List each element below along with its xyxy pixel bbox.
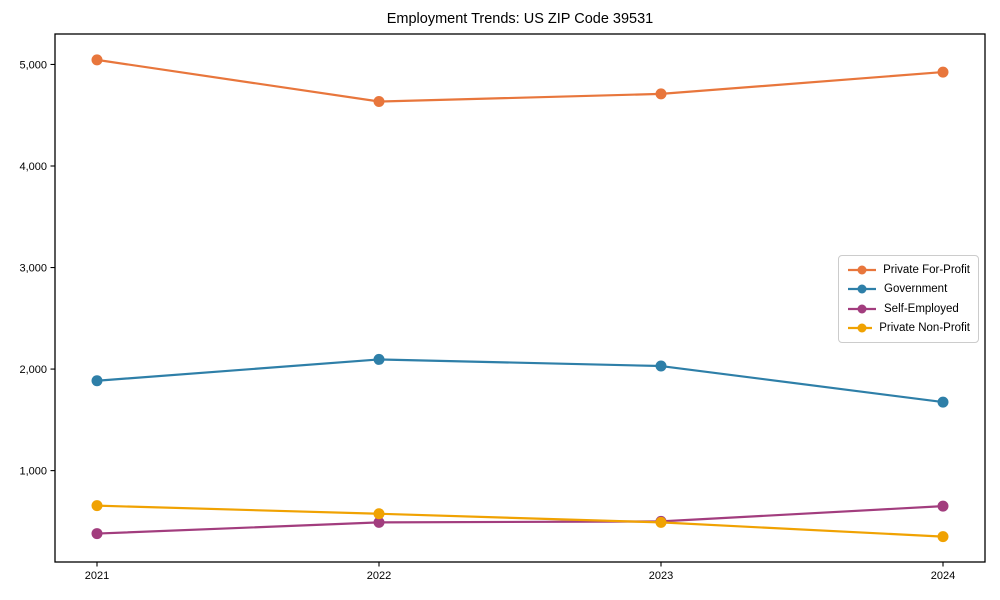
legend-item-government: Government	[847, 280, 970, 298]
legend-item-private-for-profit: Private For-Profit	[847, 261, 970, 279]
data-point-private-non-profit-2021	[91, 500, 103, 512]
data-point-self-employed-2022	[373, 516, 385, 528]
y-axis-tick-label: 5,000	[19, 59, 47, 71]
chart-title: Employment Trends: US ZIP Code 39531	[386, 11, 654, 27]
data-point-private-for-profit-2024	[937, 66, 949, 78]
data-point-private-non-profit-2024	[937, 531, 949, 543]
y-axis-tick-label: 2,000	[19, 364, 47, 376]
data-point-private-for-profit-2022	[373, 96, 385, 108]
legend-line-marker-icon	[848, 284, 876, 294]
data-point-government-2024	[937, 396, 949, 408]
legend-label: Private For-Profit	[883, 263, 970, 276]
data-point-private-non-profit-2022	[373, 508, 385, 520]
data-point-government-2021	[91, 375, 103, 387]
x-axis-tick-label: 2022	[367, 570, 391, 582]
x-axis-tick-label: 2024	[931, 570, 955, 582]
x-axis-tick-label: 2023	[649, 570, 673, 582]
data-point-private-for-profit-2021	[91, 54, 103, 66]
data-point-government-2023	[655, 360, 667, 372]
legend-label: Government	[884, 283, 948, 296]
series-line-private-for-profit	[95, 58, 945, 103]
data-point-self-employed-2021	[91, 528, 103, 540]
plot-border	[54, 33, 986, 563]
series-line-private-non-profit	[95, 504, 945, 538]
legend-line-marker-icon	[848, 323, 873, 333]
series-line-government	[95, 358, 945, 404]
legend-line-marker-icon	[848, 265, 876, 275]
legend-item-self-employed: Self-Employed	[847, 300, 970, 318]
legend-item-private-non-profit: Private Non-Profit	[847, 319, 970, 337]
y-axis-tick-label: 3,000	[19, 262, 47, 274]
y-axis-tick-label: 1,000	[19, 465, 47, 477]
series-line-self-employed	[95, 505, 945, 535]
legend-label: Self-Employed	[884, 302, 959, 315]
y-axis-tick-label: 4,000	[19, 161, 47, 173]
x-axis-tick-label: 2021	[85, 570, 109, 582]
legend-label: Private Non-Profit	[879, 322, 970, 335]
data-point-self-employed-2024	[937, 500, 949, 512]
legend-line-marker-icon	[848, 304, 876, 314]
data-point-government-2022	[373, 353, 385, 365]
data-point-private-non-profit-2023	[655, 516, 667, 528]
data-point-private-for-profit-2023	[655, 88, 667, 100]
legend: Private For-Profit Government Self-Emplo…	[838, 255, 979, 343]
